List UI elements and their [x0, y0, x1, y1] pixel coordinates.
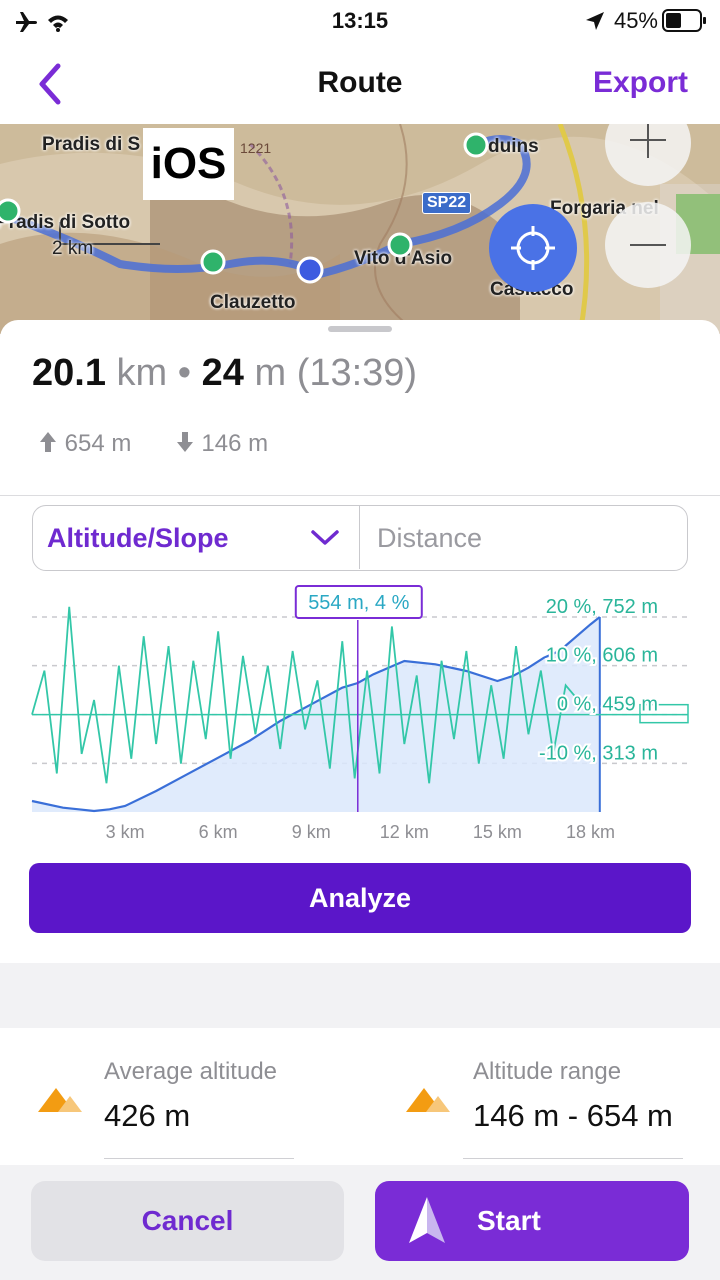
duration-value: 24	[201, 352, 244, 394]
analyze-button[interactable]: Analyze	[29, 863, 691, 933]
start-button[interactable]: Start	[375, 1181, 689, 1261]
crosshair-icon	[511, 226, 555, 270]
y-tick-label: 20 %, 752 m	[546, 596, 658, 618]
x-tick-label: 9 km	[292, 822, 331, 842]
cancel-button[interactable]: Cancel	[31, 1181, 344, 1261]
navigation-arrow-icon	[409, 1197, 445, 1243]
altitude-mountain-icon	[38, 1088, 82, 1112]
x-tick-label: 12 km	[380, 822, 429, 842]
map-place-label: duins	[488, 136, 539, 157]
ios-watermark: iOS	[143, 128, 234, 200]
map-place-label: Pradis di S	[42, 134, 141, 155]
y-tick-label: -10 %, 313 m	[539, 742, 658, 764]
arrow-down-icon	[176, 432, 193, 452]
battery-percent: 45%	[613, 8, 658, 33]
map-place-label: Pradis di Sotto	[0, 212, 131, 233]
route-markers	[0, 132, 489, 284]
avg-altitude-label: Average altitude	[104, 1058, 278, 1085]
map-scale-label: 2 km	[52, 238, 94, 259]
descent-value: 146 m	[201, 430, 269, 457]
avg-altitude-value: 426 m	[104, 1098, 191, 1133]
export-button[interactable]: Export	[592, 66, 688, 99]
summary-separator: •	[177, 352, 192, 394]
x-tick-label: 18 km	[566, 822, 615, 842]
location-arrow-icon	[586, 12, 604, 30]
page-title: Route	[317, 66, 403, 99]
sheet-grabber[interactable]	[328, 326, 392, 332]
map-place-label: Clauzetto	[210, 292, 296, 313]
status-time: 13:15	[331, 8, 389, 33]
arrival-time: (13:39)	[296, 352, 418, 394]
status-bar: 13:15 45%	[0, 0, 720, 42]
cursor-label-box	[294, 585, 423, 619]
ascent-value: 654 m	[64, 430, 132, 457]
analyze-label: Analyze	[308, 883, 412, 913]
chart-selector: Altitude/Slope Distance	[32, 505, 688, 571]
altitude-range-value: 146 m - 654 m	[473, 1098, 673, 1133]
elevation-summary: 654 m 146 m	[38, 430, 268, 458]
route-summary: 20.1 km • 24 m (13:39)	[32, 352, 417, 395]
cancel-label: Cancel	[141, 1205, 234, 1236]
altitude-range-icon	[406, 1088, 450, 1112]
distance-value: 20.1	[32, 352, 106, 394]
map-elevation-mark: 1221	[240, 140, 272, 156]
arrow-up-icon	[40, 432, 56, 452]
zoom-out-button[interactable]	[605, 202, 691, 288]
distance-unit: km	[116, 352, 168, 394]
x-axis-label: Distance	[377, 523, 483, 553]
chart-type-label: Altitude/Slope	[47, 523, 229, 553]
slope-end-box	[639, 703, 689, 724]
nav-bar: Route Export	[0, 42, 720, 124]
y-tick-label: 0 %, 459 m	[557, 694, 658, 716]
chart-type-dropdown[interactable]: Altitude/Slope	[33, 506, 360, 569]
x-tick-label: 15 km	[473, 822, 522, 842]
zoom-in-button[interactable]	[605, 124, 691, 186]
slope-line	[31, 606, 579, 784]
duration-unit: m	[254, 352, 287, 394]
x-tick-label: 3 km	[106, 822, 145, 842]
divider	[463, 1158, 683, 1159]
stats-panel: Average altitude 426 m Altitude range 14…	[0, 1028, 720, 1168]
start-label: Start	[477, 1205, 541, 1236]
cursor-label: 554 m, 4 %	[308, 592, 409, 614]
x-tick-label: 6 km	[199, 822, 238, 842]
altitude-range-label: Altitude range	[473, 1058, 622, 1085]
road-badge: SP22	[422, 192, 472, 214]
back-chevron-icon[interactable]	[34, 62, 64, 106]
minus-icon	[630, 244, 666, 246]
battery-icon	[662, 9, 706, 32]
airplane-wifi-icon	[16, 12, 68, 32]
y-tick-label: 10 %, 606 m	[546, 645, 658, 667]
divider	[104, 1158, 294, 1159]
plus-icon	[630, 124, 666, 158]
route-map[interactable]: Pradis di S Pradis di Sotto 2 km Clauzet…	[0, 124, 720, 334]
divider	[0, 495, 720, 496]
altitude-slope-chart[interactable]: 554 m, 4 % 20 %, 752 m 10 %, 606 m 0 %, 459…	[0, 580, 720, 850]
chevron-down-icon	[311, 530, 339, 545]
my-location-button[interactable]	[489, 204, 577, 292]
map-place-label: Vito d'Asio	[354, 248, 453, 269]
